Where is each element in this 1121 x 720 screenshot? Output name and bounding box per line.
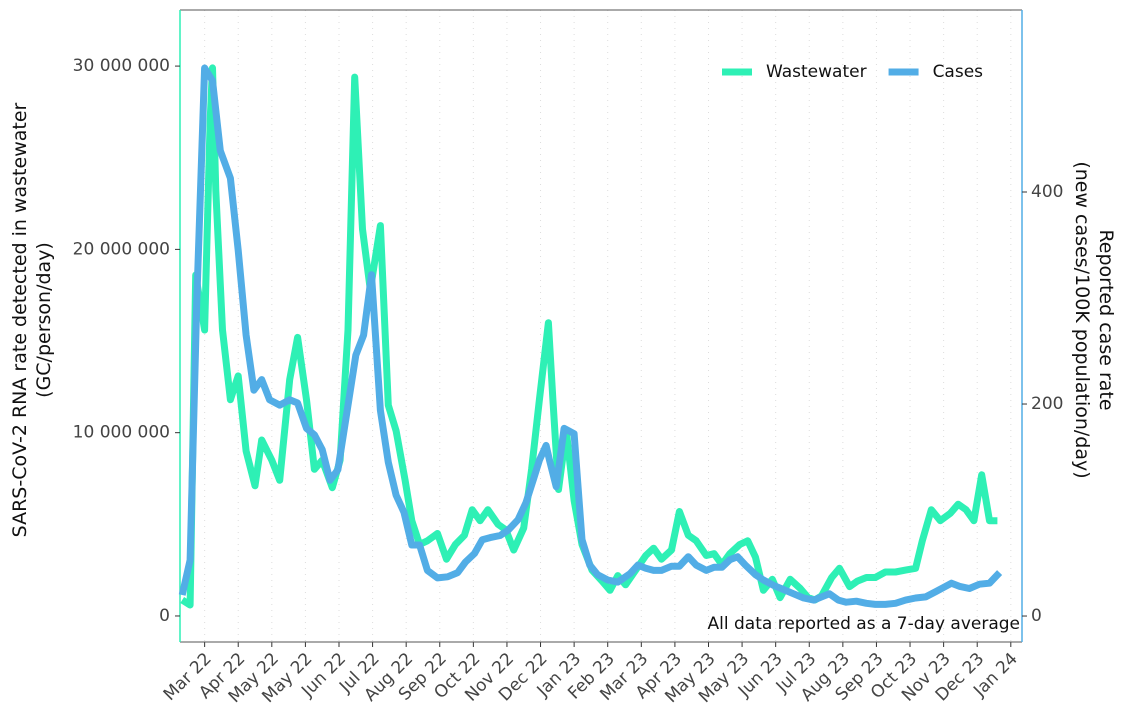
axis-title-line: (new cases/100K population/day) — [1072, 161, 1094, 478]
axis-title-line: SARS-CoV-2 RNA rate detected in wastewat… — [9, 102, 31, 537]
line-series — [180, 64, 998, 609]
axis-title-text: Reported case rate(new cases/100K popula… — [1072, 161, 1118, 478]
annotation: All data reported as a 7-day average — [708, 614, 1020, 634]
y2-tick-label: 200 — [1031, 394, 1063, 414]
y-tick-label: 0 — [159, 606, 170, 626]
y-tick-label: 30 000 000 — [73, 56, 170, 76]
line-series — [178, 64, 1003, 608]
y2-tick-label: 400 — [1031, 182, 1063, 202]
y-tick-label: 20 000 000 — [73, 239, 170, 259]
axis-title: SARS-CoV-2 RNA rate detected in wastewat… — [9, 102, 55, 537]
axis-title-text: SARS-CoV-2 RNA rate detected in wastewat… — [9, 102, 55, 537]
axis-title: Reported case rate(new cases/100K popula… — [1072, 161, 1118, 478]
y2-tick-label: 0 — [1031, 606, 1042, 626]
axis-title-line: Reported case rate — [1096, 229, 1118, 410]
axis-title-line: (GC/person/day) — [33, 242, 55, 398]
legend-label: Cases — [933, 62, 984, 82]
y-tick-label: 10 000 000 — [73, 423, 170, 443]
legend-label: Wastewater — [766, 62, 867, 82]
